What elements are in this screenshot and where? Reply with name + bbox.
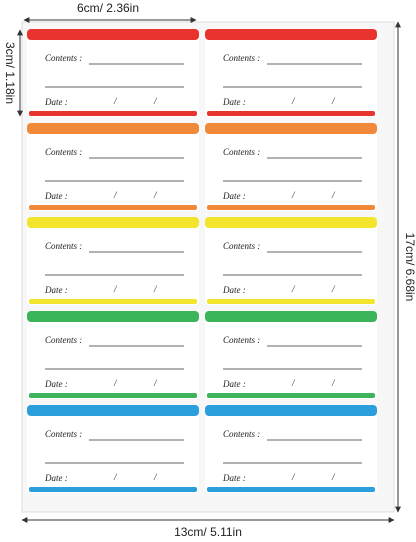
date-slash: / xyxy=(331,378,336,388)
bottom-band xyxy=(207,205,375,210)
date-slash: / xyxy=(291,190,296,200)
date-slash: / xyxy=(113,378,118,388)
sheet-height: 17cm/ 6.68in xyxy=(403,233,416,302)
label xyxy=(27,123,199,211)
top-band xyxy=(205,217,377,228)
date-slash: / xyxy=(113,284,118,294)
top-band xyxy=(205,405,377,416)
contents-label: Contents : xyxy=(223,335,260,345)
top-band xyxy=(27,123,199,134)
date-label: Date : xyxy=(44,473,68,483)
date-label: Date : xyxy=(222,473,246,483)
date-label: Date : xyxy=(222,285,246,295)
sheet-width: 13cm/ 5.11in xyxy=(174,525,242,539)
date-slash: / xyxy=(331,472,336,482)
label xyxy=(27,217,199,305)
label xyxy=(27,29,199,117)
labels: Contents : Date : / / Contents : Date : / / Cont… xyxy=(27,29,377,493)
bottom-band xyxy=(29,393,197,398)
date-slash: / xyxy=(331,190,336,200)
date-slash: / xyxy=(153,284,158,294)
bottom-band xyxy=(29,487,197,492)
label xyxy=(205,311,377,399)
top-band xyxy=(205,311,377,322)
date-slash: / xyxy=(113,190,118,200)
date-slash: / xyxy=(331,96,336,106)
top-band xyxy=(205,29,377,40)
top-band xyxy=(27,217,199,228)
date-slash: / xyxy=(153,378,158,388)
top-band xyxy=(27,405,199,416)
contents-label: Contents : xyxy=(223,241,260,251)
contents-label: Contents : xyxy=(45,53,82,63)
date-slash: / xyxy=(331,284,336,294)
contents-label: Contents : xyxy=(45,241,82,251)
date-slash: / xyxy=(113,96,118,106)
bottom-band xyxy=(207,487,375,492)
label xyxy=(205,29,377,117)
date-slash: / xyxy=(291,472,296,482)
bottom-band xyxy=(207,111,375,116)
top-band xyxy=(27,311,199,322)
label xyxy=(205,217,377,305)
date-label: Date : xyxy=(44,285,68,295)
top-band xyxy=(205,123,377,134)
date-slash: / xyxy=(291,96,296,106)
bottom-band xyxy=(29,111,197,116)
contents-label: Contents : xyxy=(223,429,260,439)
bottom-band xyxy=(29,299,197,304)
contents-label: Contents : xyxy=(45,147,82,157)
date-slash: / xyxy=(291,284,296,294)
date-label: Date : xyxy=(222,379,246,389)
date-slash: / xyxy=(291,378,296,388)
label-width: 6cm/ 2.36in xyxy=(77,1,139,15)
contents-label: Contents : xyxy=(45,429,82,439)
contents-label: Contents : xyxy=(223,147,260,157)
top-band xyxy=(27,29,199,40)
bottom-band xyxy=(207,299,375,304)
contents-label: Contents : xyxy=(45,335,82,345)
label-height: 3cm/ 1.18in xyxy=(3,42,17,104)
date-slash: / xyxy=(113,472,118,482)
label xyxy=(205,405,377,493)
date-slash: / xyxy=(153,472,158,482)
label xyxy=(205,123,377,211)
label xyxy=(27,311,199,399)
contents-label: Contents : xyxy=(223,53,260,63)
date-label: Date : xyxy=(222,97,246,107)
date-slash: / xyxy=(153,96,158,106)
label xyxy=(27,405,199,493)
date-label: Date : xyxy=(44,379,68,389)
date-slash: / xyxy=(153,190,158,200)
date-label: Date : xyxy=(222,191,246,201)
bottom-band xyxy=(207,393,375,398)
date-label: Date : xyxy=(44,191,68,201)
date-label: Date : xyxy=(44,97,68,107)
bottom-band xyxy=(29,205,197,210)
